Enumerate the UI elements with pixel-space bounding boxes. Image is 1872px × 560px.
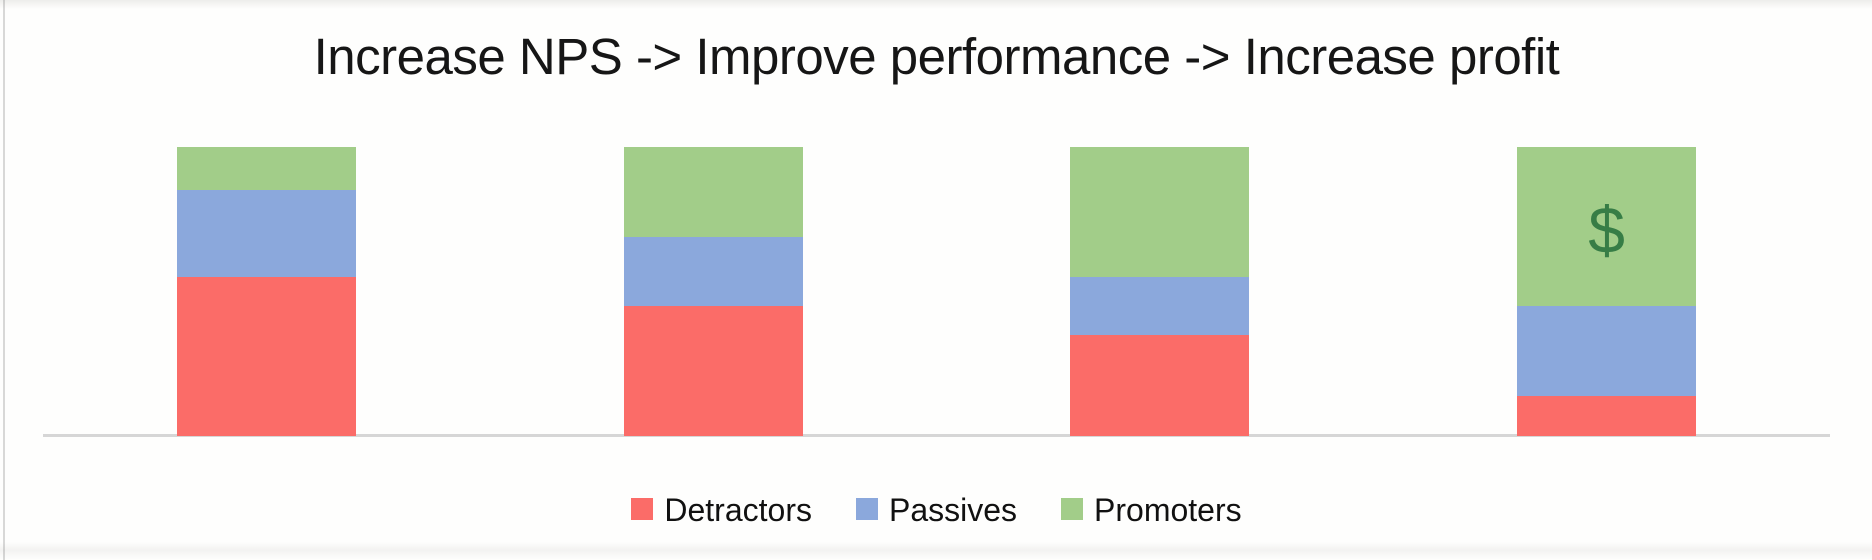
bar-1-segment-promoters: [176, 147, 356, 191]
bar-2-segment-detractors: [623, 305, 803, 436]
bar-3-segment-promoters: [1070, 147, 1250, 278]
dollar-annotation: $: [1588, 193, 1625, 268]
x-axis-line: [43, 434, 1830, 437]
legend-item-detractors: Detractors: [631, 492, 812, 526]
bar-1-segment-passives: [176, 190, 356, 278]
bar-2-segment-promoters: [623, 147, 803, 237]
bar-2-segment-passives: [623, 236, 803, 306]
legend-label-detractors: Detractors: [664, 492, 812, 528]
bar-4-segment-detractors: [1517, 395, 1697, 436]
bar-4-segment-passives: [1517, 305, 1697, 396]
bar-1-segment-detractors: [176, 277, 356, 436]
legend-label-promoters: Promoters: [1094, 492, 1242, 528]
legend-item-promoters: Promoters: [1061, 492, 1242, 526]
legend-label-passives: Passives: [888, 492, 1018, 528]
photo-edge-artifact-bottom: [0, 542, 1872, 560]
legend-item-passives: Passives: [855, 492, 1018, 528]
photo-edge-artifact-left: [3, 0, 5, 560]
legend-swatch-promoters: [1061, 498, 1084, 520]
bar-3-segment-passives: [1070, 277, 1250, 335]
legend: Detractors Passives Promoters: [43, 492, 1830, 526]
bar-4-segment-promoters: [1517, 147, 1697, 306]
legend-swatch-detractors: [631, 498, 654, 520]
legend-swatch-passives: [855, 498, 878, 520]
chart-title: Increase NPS -> Improve performance -> I…: [313, 28, 1560, 85]
photo-edge-artifact-top: [0, 0, 1872, 9]
bar-3-segment-detractors: [1070, 334, 1250, 436]
